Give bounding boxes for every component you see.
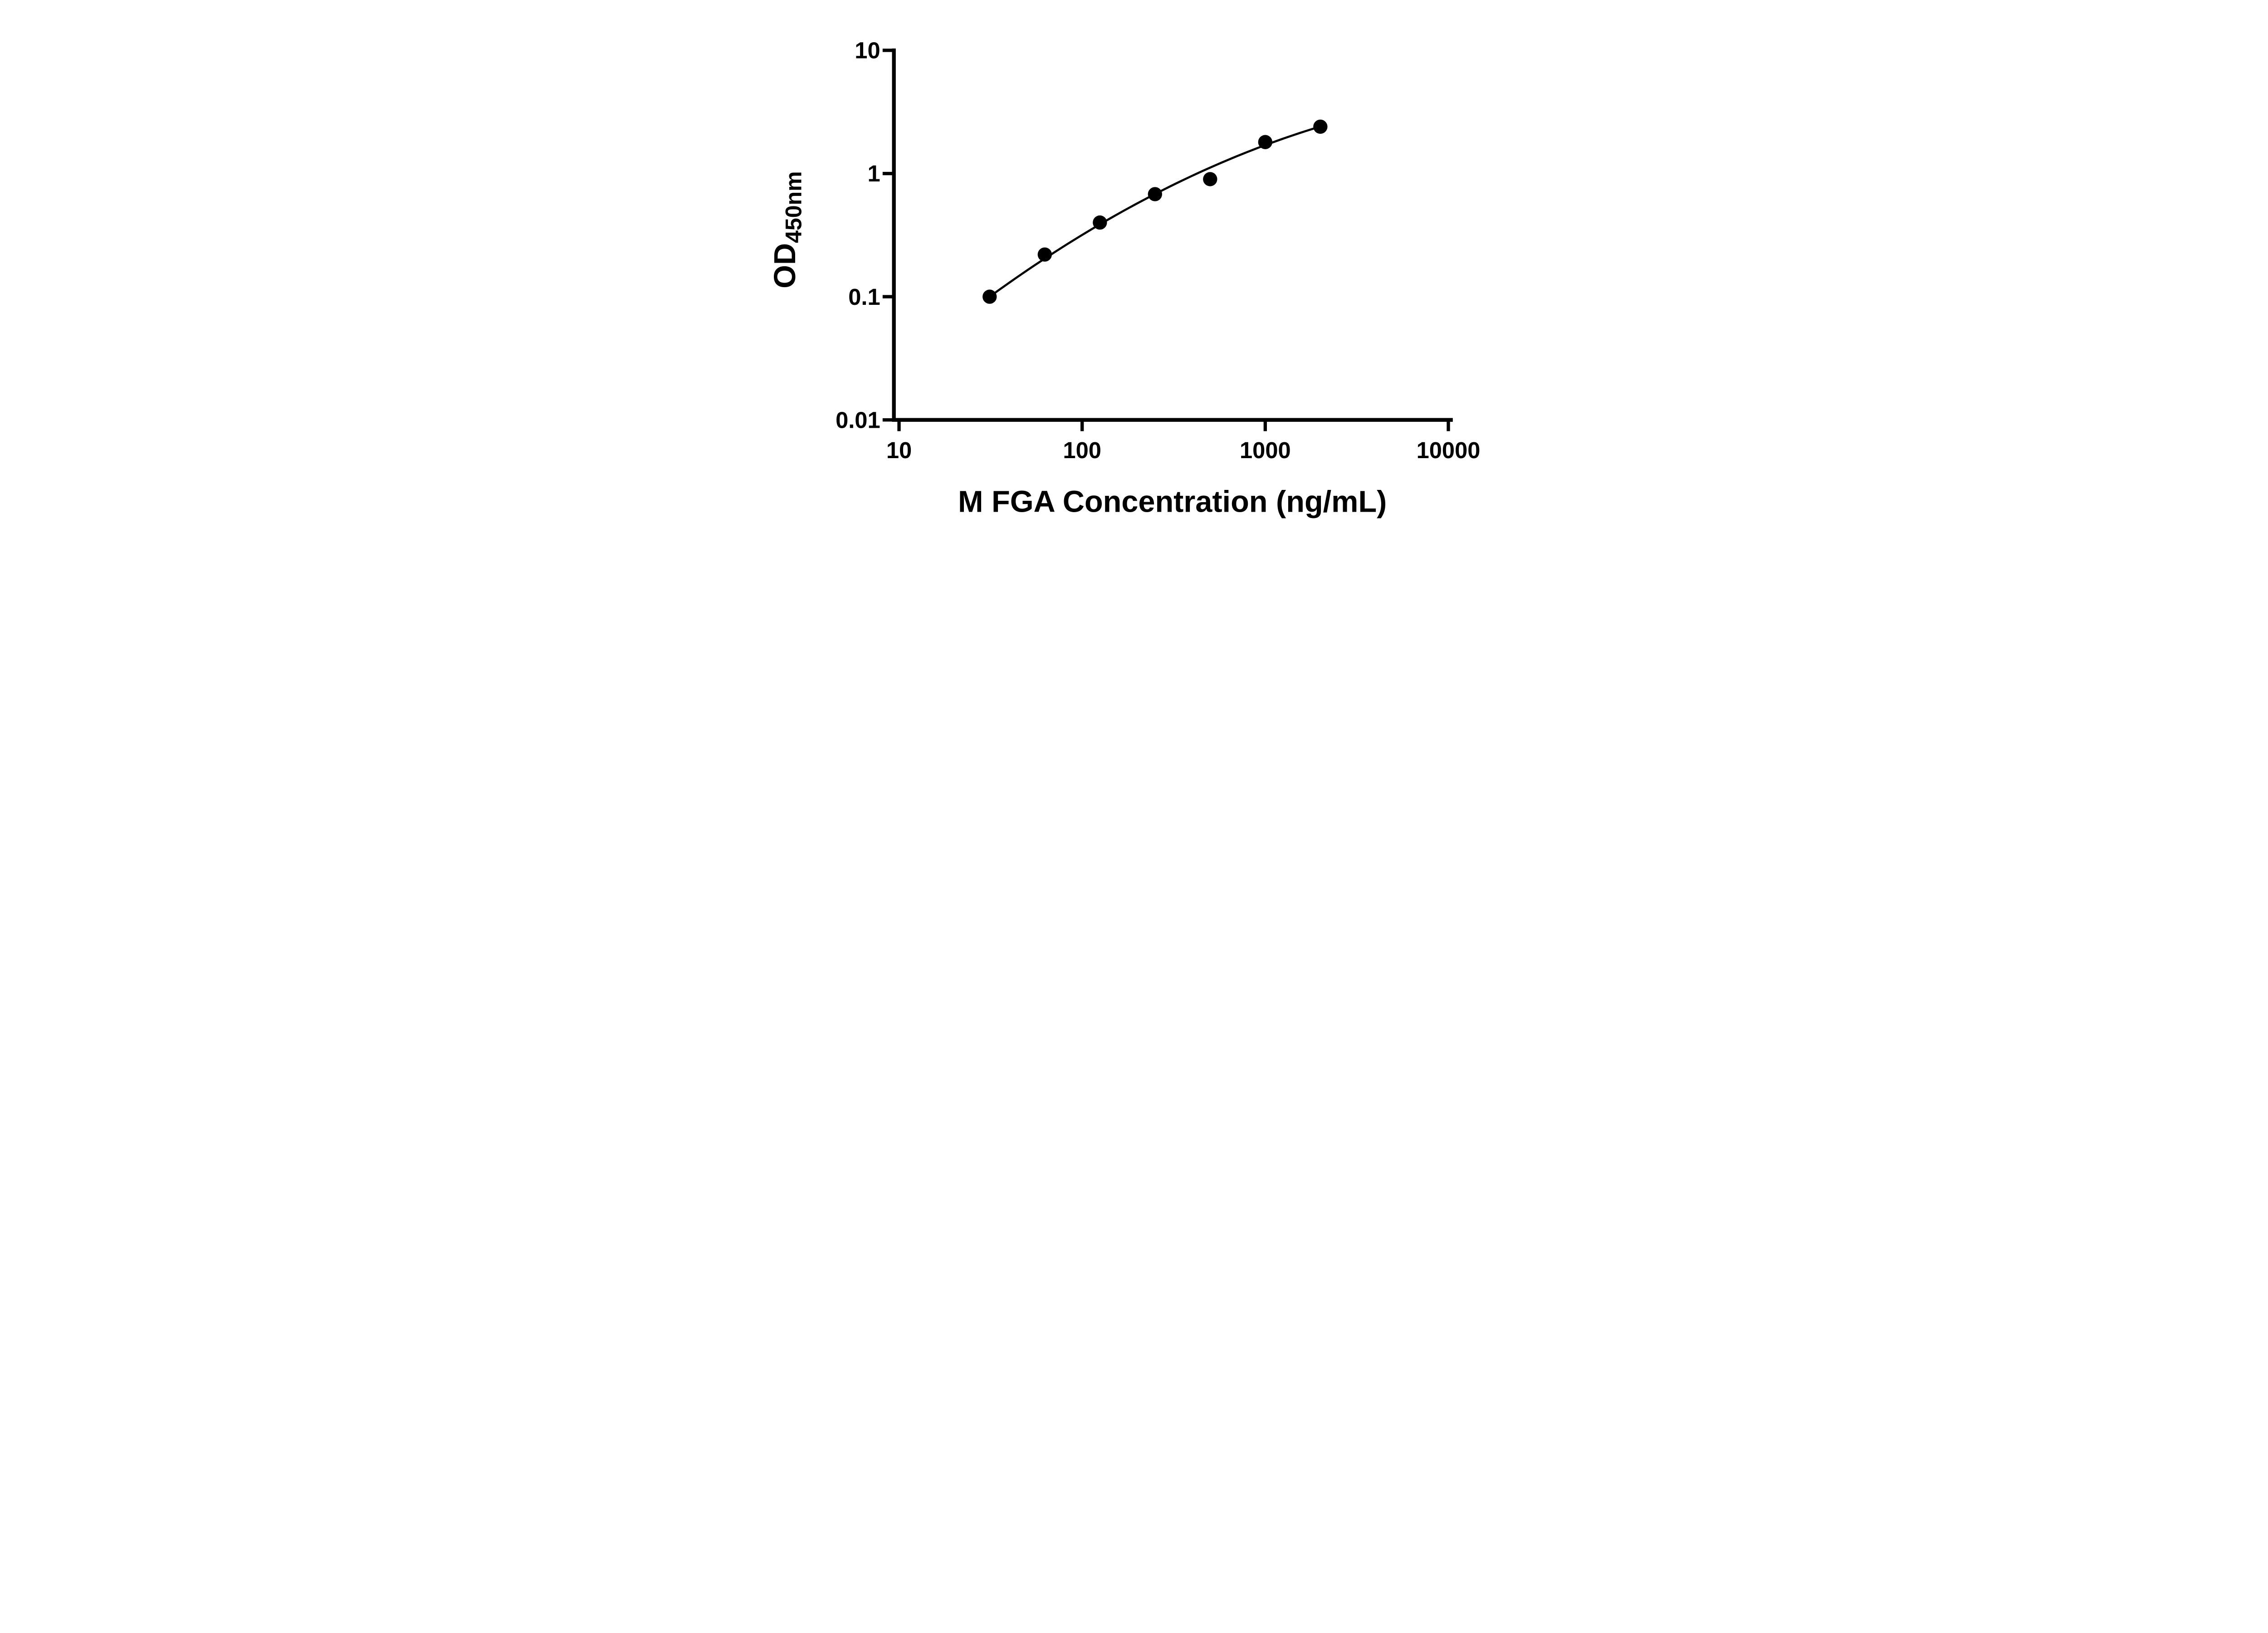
data-point (1037, 247, 1052, 262)
y-tick-label: 1 (867, 161, 880, 186)
y-axis-title: OD450nm (768, 171, 806, 288)
elisa-standard-curve-figure: 10 100 1000 10000 0.01 0.1 1 10 M FGA Concentrat… (745, 0, 1523, 544)
x-tick-label: 100 (1063, 437, 1101, 463)
y-tick-label: 10 (855, 38, 880, 64)
x-tick-label: 10 (886, 437, 912, 463)
x-tick-label: 10000 (1417, 437, 1481, 463)
x-tick-label: 1000 (1240, 437, 1291, 463)
data-point (1093, 215, 1107, 230)
standard-curve-chart: 10 100 1000 10000 0.01 0.1 1 10 M FGA Concentrat… (745, 0, 1523, 544)
y-tick-label: 0.01 (836, 407, 880, 433)
y-axis-title-main: OD (768, 243, 802, 288)
data-point (1148, 187, 1162, 201)
axes (892, 48, 1453, 422)
data-point (1203, 172, 1217, 186)
y-axis-title-sub: 450nm (781, 171, 806, 243)
x-axis-title: M FGA Concentration (ng/mL) (958, 485, 1387, 518)
data-point (1313, 119, 1328, 134)
data-point (982, 289, 997, 304)
data-point (1258, 135, 1272, 149)
fit-curve (989, 125, 1321, 298)
y-tick-label: 0.1 (848, 284, 880, 310)
